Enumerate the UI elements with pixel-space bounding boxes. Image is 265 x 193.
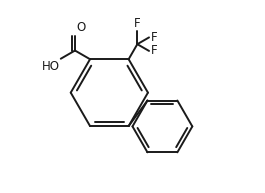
Text: F: F	[134, 17, 141, 30]
Text: HO: HO	[42, 60, 60, 73]
Text: F: F	[151, 44, 157, 58]
Text: O: O	[76, 21, 85, 34]
Text: F: F	[151, 31, 157, 44]
